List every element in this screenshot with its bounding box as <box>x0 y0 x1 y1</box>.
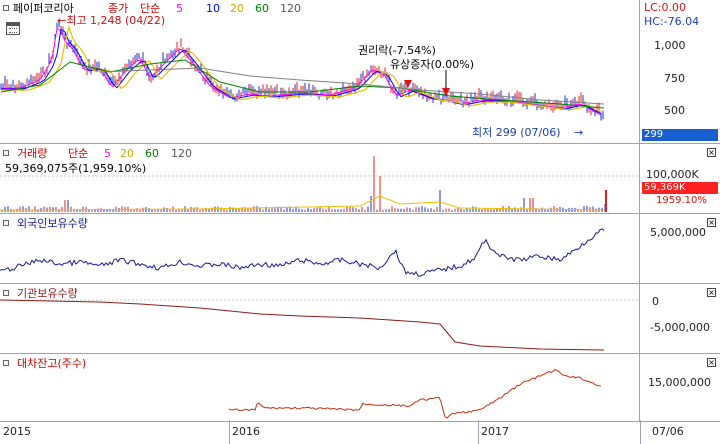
price-legend-simple: 단순 <box>140 2 161 15</box>
foreign-holding-svg <box>0 228 605 277</box>
foreign-holding-pane[interactable]: 외국인보유수량 × 5,000,000 <box>0 213 720 283</box>
high-price-marker: ←최고 1,248 (04/22) <box>57 14 165 27</box>
x-label-2017: 2017 <box>481 425 509 438</box>
foreign-holding-plot[interactable]: 외국인보유수량 <box>0 214 640 283</box>
event-capital-label: 유상증자(0.00%) <box>390 58 475 71</box>
volume-ma-line <box>0 195 605 211</box>
institution-holding-pane[interactable]: 기관보유수량 × 0 -5,000,000 <box>0 283 720 353</box>
foreign-holding-axis[interactable]: × 5,000,000 <box>640 214 720 283</box>
price-legend-ma60: 60 <box>255 2 269 15</box>
x-axis-divider <box>478 420 479 444</box>
institution-tick-0: 0 <box>652 295 659 308</box>
x-label-current-date: 07/06 <box>652 425 684 438</box>
legend-square-icon <box>3 360 9 366</box>
institution-holding-title: 기관보유수량 <box>17 287 78 300</box>
arrow-left-icon: ← <box>57 14 67 27</box>
ma20-line <box>1 24 602 113</box>
price-legend-ma10: 10 <box>206 2 220 15</box>
price-plot[interactable]: 페이퍼코리아 종가 단순 5 10 20 60 120 ←최고 1,248 (0… <box>0 0 640 143</box>
volume-legend-title: 거래량 <box>17 147 48 160</box>
high-price-text: 최고 1,248 (04/22) <box>66 14 166 27</box>
volume-pct-flag: 1959.10% <box>656 195 707 206</box>
hc-readout: HC:-76.04 <box>644 15 700 28</box>
loan-balance-plot[interactable]: 대차잔고(주수) <box>0 354 640 421</box>
legend-square-icon <box>3 220 9 226</box>
volume-legend-simple: 단순 <box>68 147 89 160</box>
volume-legend-ma20: 20 <box>120 147 134 160</box>
foreign-tick-5000000: 5,000,000 <box>650 226 706 239</box>
price-legend-ma5: 5 <box>176 2 183 15</box>
volume-legend-ma120: 120 <box>171 147 192 160</box>
arrow-right-icon: → <box>574 126 584 139</box>
loan-balance-line <box>228 369 602 419</box>
close-icon[interactable]: × <box>707 288 716 297</box>
event-arrow-down-icon <box>442 88 450 96</box>
price-legend-ma20: 20 <box>230 2 244 15</box>
volume-axis[interactable]: × 100,000K 59,369K 1959.10% <box>640 144 720 213</box>
institution-holding-axis[interactable]: × 0 -5,000,000 <box>640 284 720 353</box>
lc-readout: LC:0.00 <box>644 1 687 14</box>
event-arrow-down-icon <box>404 80 412 88</box>
close-icon[interactable]: × <box>707 218 716 227</box>
volume-pane[interactable]: 거래량 단순 5 20 60 120 59,369,075주(1,959.10%… <box>0 143 720 213</box>
institution-holding-line <box>0 299 605 351</box>
x-label-2015: 2015 <box>3 425 31 438</box>
price-tick-750: 750 <box>664 72 685 85</box>
x-axis-divider <box>229 420 230 444</box>
legend-square-icon <box>3 290 9 296</box>
price-tick-500: 500 <box>664 104 685 117</box>
volume-value-flag: 59,369K <box>642 182 718 194</box>
loan-balance-svg <box>228 369 602 419</box>
foreign-holding-line <box>0 228 605 277</box>
x-label-2016: 2016 <box>232 425 260 438</box>
legend-square-icon <box>3 150 9 156</box>
volume-plot[interactable]: 거래량 단순 5 20 60 120 59,369,075주(1,959.10%… <box>0 144 640 213</box>
volume-chart-svg <box>0 156 640 212</box>
loan-balance-axis[interactable]: × 15,000,000 <box>640 354 720 421</box>
calendar-icon[interactable] <box>6 22 20 35</box>
institution-holding-svg <box>0 299 640 351</box>
institution-holding-plot[interactable]: 기관보유수량 <box>0 284 640 353</box>
legend-square-icon <box>3 5 9 11</box>
price-tick-1000: 1,000 <box>654 39 686 52</box>
ma60-line <box>0 59 605 109</box>
price-legend-close: 종가 <box>108 2 129 15</box>
price-axis[interactable]: LC:0.00 HC:-76.04 1,000 750 500 299 <box>640 0 720 143</box>
close-icon[interactable]: × <box>707 358 716 367</box>
close-icon[interactable]: × <box>707 148 716 157</box>
event-rights-label: 권리락(-7.54%) <box>358 44 436 57</box>
loan-balance-pane[interactable]: 대차잔고(주수) × 15,000,000 <box>0 353 720 421</box>
price-pane[interactable]: 페이퍼코리아 종가 단순 5 10 20 60 120 ←최고 1,248 (0… <box>0 0 720 143</box>
volume-current-value: 59,369,075주(1,959.10%) <box>5 162 147 175</box>
x-axis-divider <box>640 420 641 444</box>
loan-balance-title: 대차잔고(주수) <box>17 357 87 370</box>
ma120-line <box>99 67 605 105</box>
foreign-holding-title: 외국인보유수량 <box>17 217 88 230</box>
last-price-flag: 299 <box>642 129 718 141</box>
x-axis <box>0 421 720 444</box>
institution-tick-neg5000000: -5,000,000 <box>650 321 710 334</box>
stock-name: 페이퍼코리아 <box>13 2 74 15</box>
volume-legend-ma60: 60 <box>145 147 159 160</box>
volume-legend-ma5: 5 <box>104 147 111 160</box>
low-price-text: 최저 299 (07/06) <box>472 126 561 139</box>
volume-tick-100000k: 100,000K <box>646 168 699 181</box>
low-price-marker: 최저 299 (07/06) → <box>472 126 583 139</box>
price-legend-ma120: 120 <box>280 2 301 15</box>
price-chart-svg <box>0 20 605 121</box>
loan-tick-15000000: 15,000,000 <box>648 376 711 389</box>
